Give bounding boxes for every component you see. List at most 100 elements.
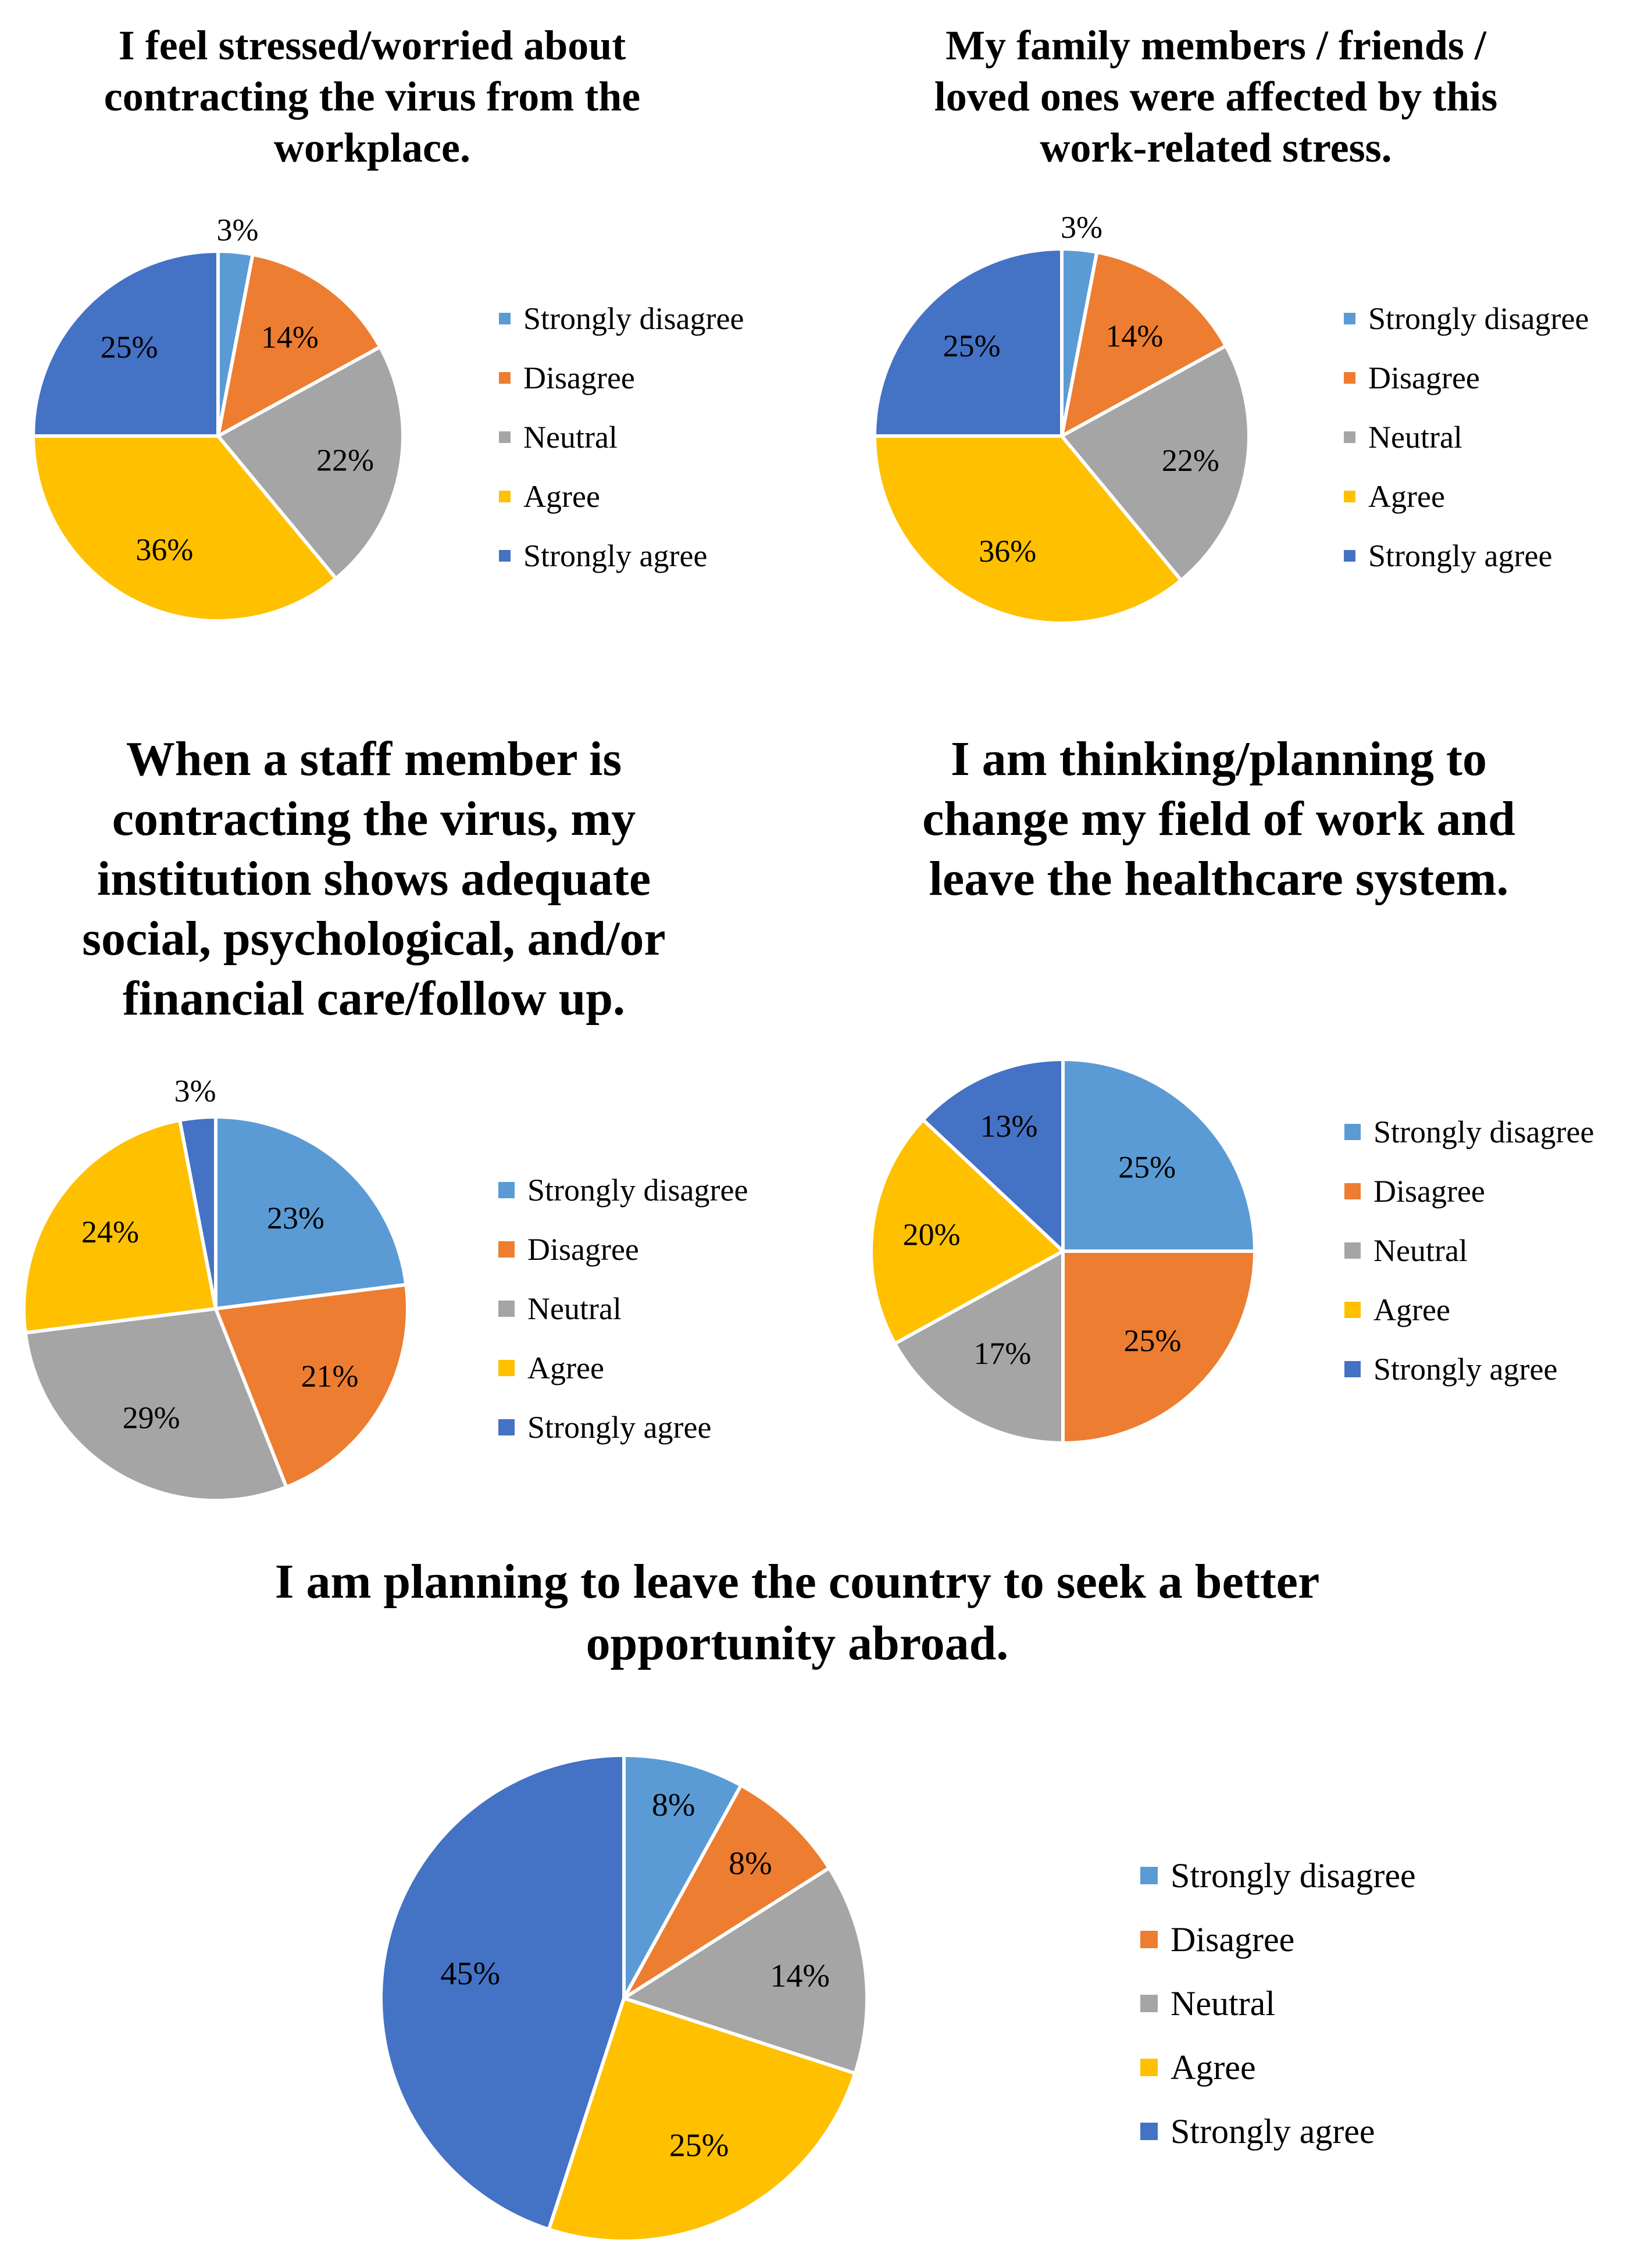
chart-title-line: opportunity abroad. <box>586 1616 1009 1670</box>
slice-data-label: 8% <box>729 1845 772 1881</box>
pie-slice-strongly-agree <box>178 1115 217 1310</box>
legend-label: Agree <box>1368 479 1445 514</box>
legend-label: Neutral <box>1373 1233 1468 1268</box>
chart-legend: Strongly disagree Disagree Neutral Agree Str… <box>1140 1856 1416 2151</box>
slice-data-label: 25% <box>1124 1323 1182 1358</box>
slice-data-label: 24% <box>81 1215 139 1249</box>
pie-chart-4: I am thinking/planning to change my field… <box>869 732 1594 1445</box>
chart-title-line: work-related stress. <box>1040 124 1391 171</box>
legend-swatch <box>1344 1124 1361 1140</box>
legend-swatch <box>1140 1931 1158 1948</box>
slice-data-label: 25% <box>943 328 1001 363</box>
legend-swatch <box>1344 313 1355 324</box>
legend-label: Strongly disagree <box>523 301 744 336</box>
chart-title-line: loved ones were affected by this <box>934 73 1498 120</box>
legend-label: Agree <box>527 1351 604 1385</box>
chart-legend: Strongly disagree Disagree Neutral Agree Str… <box>1344 301 1589 573</box>
pie-slice-strongly-disagree <box>622 1753 743 2000</box>
legend-label: Neutral <box>1171 1984 1275 2023</box>
legend-label: Disagree <box>1373 1174 1485 1209</box>
chart-title: I feel stressed/worried about contracting… <box>104 22 641 171</box>
legend-label: Agree <box>523 479 600 514</box>
pie-slice-disagree <box>1060 250 1228 438</box>
pie-slice-strongly-agree <box>31 249 220 438</box>
slice-data-label: 3% <box>217 212 259 247</box>
pie-slice-strongly-agree <box>921 1058 1065 1253</box>
chart-title-line: contracting the virus from the <box>104 73 641 120</box>
pie-chart-3: When a staff member is contracting the vi… <box>22 732 748 1502</box>
slice-data-label: 14% <box>1105 319 1163 353</box>
chart-title: I am planning to leave the country to se… <box>275 1555 1319 1670</box>
legend-swatch <box>1344 431 1355 443</box>
legend-swatch <box>1344 372 1355 384</box>
pie-slice-agree <box>869 1118 1065 1345</box>
pie-chart-1: I feel stressed/worried about contracting… <box>31 22 744 623</box>
chart-title-line: change my field of work and <box>922 792 1515 846</box>
slice-data-label: 23% <box>267 1201 324 1235</box>
pie-chart-2: My family members / friends / loved ones … <box>873 22 1589 625</box>
legend-swatch <box>1140 1867 1158 1884</box>
legend-label: Neutral <box>523 420 618 455</box>
slice-data-label: 3% <box>1061 210 1102 245</box>
slice-data-label: 25% <box>101 330 158 365</box>
legend-label: Neutral <box>1368 420 1462 455</box>
pie-slice-neutral <box>216 345 405 581</box>
legend-swatch <box>1140 2059 1158 2076</box>
slice-data-label: 22% <box>1162 443 1219 478</box>
legend-swatch <box>1344 1302 1361 1318</box>
pie-slice-agree <box>873 434 1183 625</box>
chart-title: My family members / friends / loved ones … <box>934 22 1498 171</box>
legend-label: Agree <box>1373 1292 1450 1327</box>
legend-label: Disagree <box>1171 1920 1294 1959</box>
legend-label: Agree <box>1171 2048 1256 2087</box>
legend-label: Strongly agree <box>1368 538 1552 573</box>
slice-data-label: 14% <box>261 320 319 355</box>
legend-label: Strongly disagree <box>527 1173 748 1208</box>
legend-swatch <box>1344 1242 1361 1259</box>
slice-data-label: 13% <box>980 1109 1037 1144</box>
legend-swatch <box>1344 1361 1361 1377</box>
pie-slice-agree <box>31 434 338 623</box>
legend-swatch <box>498 1360 515 1376</box>
legend-swatch <box>499 431 511 443</box>
legend-label: Strongly disagree <box>1373 1115 1594 1149</box>
slice-data-label: 14% <box>770 1958 830 1994</box>
pie-slice-disagree <box>1061 1249 1257 1445</box>
legend-label: Disagree <box>523 360 635 395</box>
legend-swatch <box>499 550 511 562</box>
chart-title: When a staff member is contracting the vi… <box>82 732 665 1026</box>
pie-slice-agree <box>547 1996 857 2243</box>
chart-title-line: My family members / friends / <box>945 22 1487 69</box>
chart-legend: Strongly disagree Disagree Neutral Agree Str… <box>498 1173 748 1445</box>
chart-title-line: social, psychological, and/or <box>82 912 665 966</box>
chart-title-line: I feel stressed/worried about <box>119 22 626 69</box>
chart-legend: Strongly disagree Disagree Neutral Agree Str… <box>1344 1115 1594 1387</box>
legend-label: Strongly agree <box>523 538 707 573</box>
slice-data-label: 36% <box>135 533 193 567</box>
pie-slice-strongly-disagree <box>1061 1058 1257 1253</box>
chart-legend: Strongly disagree Disagree Neutral Agree Str… <box>499 301 744 573</box>
slice-data-label: 25% <box>669 2127 729 2163</box>
legend-swatch <box>498 1301 515 1317</box>
chart-title: I am thinking/planning to change my field… <box>922 732 1515 906</box>
legend-swatch <box>498 1182 515 1198</box>
legend-label: Strongly agree <box>1171 2112 1375 2151</box>
pie-slice-strongly-agree <box>873 247 1064 438</box>
slice-data-label: 22% <box>316 443 374 478</box>
legend-label: Strongly disagree <box>1171 1856 1416 1895</box>
chart-title-line: institution shows adequate <box>97 852 651 906</box>
slice-data-label: 21% <box>301 1359 358 1394</box>
chart-title-line: When a staff member is <box>126 732 622 786</box>
chart-title-line: I am thinking/planning to <box>951 732 1487 786</box>
legend-swatch <box>1140 1995 1158 2012</box>
slice-data-label: 36% <box>979 534 1036 569</box>
pie-slice-strongly-agree <box>379 1753 626 2231</box>
slice-data-label: 29% <box>123 1400 180 1435</box>
pie-slice-disagree <box>216 252 382 438</box>
pie-slice-neutral <box>622 1866 869 2076</box>
slice-data-label: 20% <box>903 1217 961 1252</box>
chart-title-line: financial care/follow up. <box>123 972 625 1026</box>
legend-swatch <box>1344 550 1355 562</box>
pie-slice-strongly-disagree <box>214 1115 408 1310</box>
